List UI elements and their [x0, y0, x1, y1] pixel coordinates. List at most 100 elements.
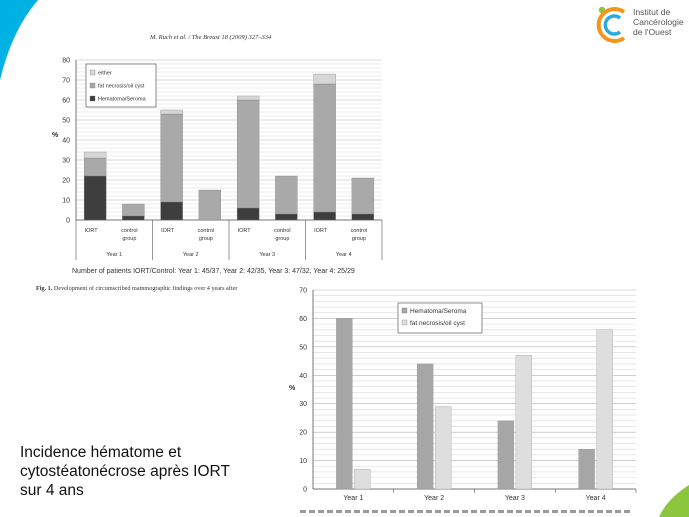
bar-segment	[122, 215, 145, 221]
legend-box	[397, 302, 483, 334]
x-tick-sublabel: group	[122, 236, 136, 242]
legend-box	[85, 63, 157, 108]
x-tick-sublabel: group	[275, 236, 289, 242]
x-group-label: Year 1	[106, 252, 122, 258]
logo-arc-outer	[596, 7, 626, 43]
x-tick-label: Year 2	[424, 495, 444, 502]
y-tick-label: 50	[299, 344, 307, 351]
slide-text-line: cytostéatonécrose après IORT	[20, 463, 230, 480]
x-tick-label: IORT	[314, 228, 328, 234]
bar	[596, 329, 613, 490]
x-group-label: Year 3	[259, 252, 275, 258]
legend-label: Hematoma/Seroma	[98, 97, 147, 103]
y-tick-label: 10	[299, 458, 307, 465]
bar-segment	[198, 189, 222, 221]
x-tick-label: control	[121, 228, 138, 234]
bar-segment	[351, 213, 375, 221]
bar	[416, 363, 434, 490]
legend-label: Hematoma/Seroma	[410, 308, 467, 315]
y-tick-label: 60	[299, 316, 307, 323]
corner-accent-bottom	[659, 485, 689, 517]
y-tick-label: 80	[62, 58, 70, 65]
y-tick-label: 50	[62, 118, 70, 125]
y-tick-label: 60	[62, 98, 70, 105]
slide-corner-shape	[0, 0, 38, 80]
y-tick-label: 30	[299, 401, 307, 408]
legend-swatch	[401, 307, 408, 314]
slide-text-line: Incidence hématome et	[20, 444, 182, 461]
slide-corner-shape-bottom	[659, 485, 689, 517]
figure-caption-text: Development of circumscribed mammographi…	[53, 285, 238, 292]
x-tick-label: IORT	[161, 228, 175, 234]
corner-accent	[0, 0, 38, 80]
bar	[515, 355, 533, 490]
bar	[354, 468, 371, 490]
figure-caption: Fig. 1. Development of circumscribed mam…	[36, 285, 237, 292]
bar-segment	[160, 113, 183, 203]
legend-swatch	[89, 95, 96, 102]
legend-label: fat necrosis/oil cyst	[98, 84, 145, 90]
cropped-caption-strip	[300, 510, 630, 513]
y-tick-label: 30	[62, 158, 70, 165]
bar-segment	[236, 207, 260, 221]
x-group-label: Year 2	[183, 252, 199, 258]
bar-segment	[313, 211, 336, 221]
patients-note: Number of patients IORT/Control: Year 1:…	[72, 268, 355, 275]
y-tick-label: 0	[303, 487, 307, 494]
logo-text: Institut de Cancérologie de l'Ouest	[633, 7, 684, 37]
y-tick-label: 70	[299, 288, 307, 295]
x-tick-label: Year 1	[343, 495, 363, 502]
y-tick-label: 10	[62, 198, 70, 205]
logo-arc-inner	[603, 14, 622, 36]
y-tick-label: 0	[66, 218, 70, 225]
bar-segment	[275, 175, 298, 215]
x-tick-label: control	[198, 228, 215, 234]
y-axis-label: %	[52, 132, 59, 139]
y-tick-label: 20	[62, 178, 70, 185]
bar-segment	[122, 203, 145, 217]
legend-label: fat necrosis/oil cyst	[410, 320, 465, 327]
legend-swatch	[89, 82, 96, 89]
logo-line: Institut de	[633, 7, 671, 17]
bar-segment	[160, 201, 183, 221]
figure-caption-label: Fig. 1.	[36, 285, 53, 292]
x-tick-label: Year 4	[586, 495, 606, 502]
x-group-label: Year 4	[336, 252, 352, 258]
figure-journal-header: M. Ruch et al. / The Breast 18 (2009) 32…	[150, 34, 272, 41]
x-tick-label: IORT	[85, 228, 99, 234]
bar	[434, 406, 452, 490]
bar	[497, 420, 515, 490]
x-tick-label: IORT	[238, 228, 252, 234]
bar-segment	[83, 151, 107, 159]
y-tick-label: 40	[62, 138, 70, 145]
bar-segment	[83, 157, 107, 177]
slide-text-line: sur 4 ans	[20, 482, 84, 499]
bar-segment	[313, 73, 336, 85]
x-tick-sublabel: group	[352, 236, 366, 242]
bar-segment	[160, 109, 183, 115]
bar-segment	[275, 213, 298, 221]
legend-swatch	[89, 69, 96, 76]
logo-icon	[596, 6, 626, 43]
bar-segment	[236, 99, 260, 209]
y-tick-label: 40	[299, 373, 307, 380]
bar	[336, 318, 353, 490]
y-tick-label: 20	[299, 430, 307, 437]
bar-segment	[313, 83, 336, 213]
x-tick-sublabel: group	[199, 236, 213, 242]
logo-line: Cancérologie	[633, 17, 684, 27]
bar	[578, 449, 595, 490]
x-tick-label: Year 3	[505, 495, 525, 502]
bar-segment	[236, 95, 260, 101]
legend-label: either	[98, 71, 112, 77]
y-tick-label: 70	[62, 78, 70, 85]
slide-body-text: Incidence hématome et cytostéatonécrose …	[20, 443, 230, 500]
logo-line: de l'Ouest	[633, 27, 672, 37]
x-tick-label: control	[351, 228, 368, 234]
y-axis-label: %	[289, 385, 296, 392]
bar-segment	[351, 177, 375, 215]
bar-segment	[83, 175, 107, 221]
x-tick-label: control	[274, 228, 291, 234]
